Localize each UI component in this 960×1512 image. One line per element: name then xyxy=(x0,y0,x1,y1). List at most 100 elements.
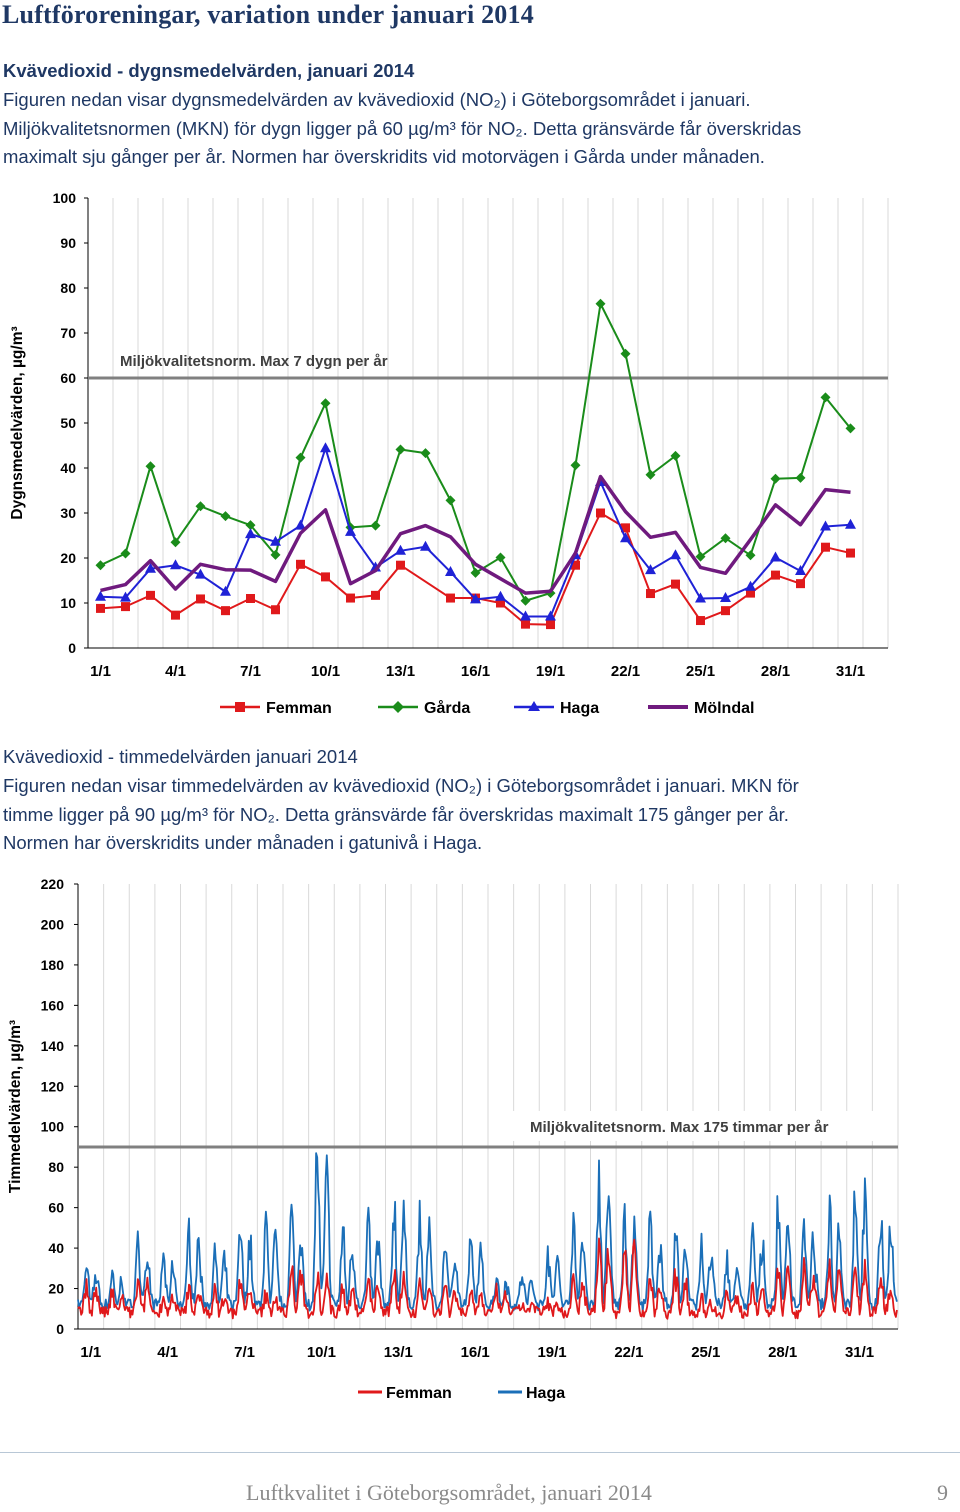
data-point-garda xyxy=(570,460,581,471)
data-point-garda xyxy=(495,552,506,563)
data-point-haga xyxy=(320,442,331,453)
data-point-femman xyxy=(621,523,630,533)
x-tick-label: 25/1 xyxy=(686,663,715,680)
legend-marker-haga xyxy=(528,701,540,711)
y-tick-label: 140 xyxy=(41,1038,65,1054)
data-point-haga xyxy=(545,610,556,621)
data-point-haga xyxy=(145,562,156,573)
data-point-haga xyxy=(295,519,306,530)
data-point-garda xyxy=(820,392,831,403)
data-point-haga xyxy=(95,590,106,601)
legend-marker-garda xyxy=(392,701,404,713)
data-point-haga xyxy=(670,549,681,560)
page-title: Luftföroreningar, variation under januar… xyxy=(2,0,534,29)
x-tick-label: 31/1 xyxy=(836,663,865,680)
series-line-molndal xyxy=(100,474,851,595)
y-tick-label: 80 xyxy=(60,280,76,296)
data-point-garda xyxy=(695,551,706,562)
data-point-femman xyxy=(96,603,105,613)
legend-label-femman: Femman xyxy=(266,700,332,717)
y-tick-label: 20 xyxy=(48,1281,64,1297)
y-tick-label: 90 xyxy=(60,235,76,251)
y-tick-label: 50 xyxy=(60,415,76,431)
norm-label-background xyxy=(502,1110,878,1141)
data-point-femman xyxy=(821,542,830,552)
data-point-femman xyxy=(571,560,580,570)
data-point-garda xyxy=(670,450,681,461)
section2-line2: timme ligger på 90 µg/m³ för NO₂. Detta … xyxy=(3,803,789,825)
y-tick-label: 40 xyxy=(48,1240,64,1256)
section1-paragraph: Figuren nedan visar dygnsmedelvärden av … xyxy=(3,86,958,172)
data-point-garda xyxy=(795,472,806,483)
series-line-femman-hourly xyxy=(77,1237,898,1320)
y-tick-label: 40 xyxy=(60,460,76,476)
data-point-garda xyxy=(545,588,556,599)
data-point-garda xyxy=(770,473,781,484)
data-point-femman xyxy=(221,606,230,616)
y-tick-label: 220 xyxy=(41,876,65,892)
x-tick-label: 1/1 xyxy=(90,663,111,680)
norm-label: Miljökvalitetsnorm. Max 7 dygn per år xyxy=(120,353,388,370)
legend-marker-femman xyxy=(235,702,245,712)
y-axis-title: Dygnsmedelvärden, µg/m³ xyxy=(9,326,26,519)
data-point-garda xyxy=(245,520,256,531)
x-tick-label: 16/1 xyxy=(461,663,490,680)
y-tick-label: 20 xyxy=(60,550,76,566)
data-point-haga xyxy=(345,525,356,536)
daily-no2-chart: 0 10 20 30 40 50 60 70 80 90 100 1/1 4/1 7/1 10/1 13/1 1… xyxy=(9,190,889,717)
data-point-femman xyxy=(196,594,205,604)
y-tick-label: 10 xyxy=(60,595,76,611)
data-point-garda xyxy=(295,452,306,463)
hourly-no2-chart: 0 20 40 60 80 100 120 140 160 180 200 220 1/1 4/1 7/1 1… xyxy=(7,876,899,1402)
y-tick-label: 120 xyxy=(41,1078,65,1094)
data-point-haga xyxy=(720,592,731,603)
x-tick-label: 31/1 xyxy=(845,1344,874,1361)
data-point-haga xyxy=(695,592,706,603)
y-tick-label: 30 xyxy=(60,505,76,521)
data-point-haga xyxy=(420,540,431,551)
data-point-garda xyxy=(320,398,331,409)
y-tick-label: 60 xyxy=(60,370,76,386)
data-point-haga xyxy=(170,559,181,570)
x-tick-label: 10/1 xyxy=(307,1344,336,1361)
x-tick-label: 13/1 xyxy=(384,1344,413,1361)
data-point-garda xyxy=(170,537,181,548)
data-point-femman xyxy=(321,572,330,582)
y-tick-label: 0 xyxy=(56,1321,64,1337)
legend-label-molndal: Mölndal xyxy=(694,700,754,717)
data-point-garda xyxy=(195,501,206,512)
section1-line1: Figuren nedan visar dygnsmedelvärden av … xyxy=(3,89,751,110)
y-tick-label: 180 xyxy=(41,957,65,973)
x-tick-label: 28/1 xyxy=(768,1344,797,1361)
y-tick-label: 60 xyxy=(48,1200,64,1216)
x-tick-label: 13/1 xyxy=(386,663,415,680)
footer-divider xyxy=(0,1452,960,1453)
x-tick-label: 10/1 xyxy=(311,663,340,680)
data-point-femman xyxy=(346,593,355,603)
page-number: 9 xyxy=(937,1480,948,1505)
data-point-haga xyxy=(445,565,456,576)
x-tick-label: 25/1 xyxy=(691,1344,720,1361)
data-point-haga xyxy=(495,590,506,601)
y-tick-label: 100 xyxy=(53,190,77,206)
data-point-garda xyxy=(445,495,456,506)
data-point-garda xyxy=(645,469,656,480)
section2-paragraph: Figuren nedan visar timmedelvärden av kv… xyxy=(3,772,958,858)
x-tick-label: 28/1 xyxy=(761,663,790,680)
x-tick-label: 1/1 xyxy=(80,1344,101,1361)
data-point-garda xyxy=(745,550,756,561)
data-point-haga xyxy=(645,564,656,575)
data-point-femman xyxy=(446,593,455,603)
data-point-femman xyxy=(546,620,555,630)
x-tick-label: 16/1 xyxy=(461,1344,490,1361)
data-point-femman xyxy=(846,548,855,558)
data-point-femman xyxy=(696,616,705,626)
section2-line3: Normen har överskridits under månaden i … xyxy=(3,832,483,853)
y-tick-label: 100 xyxy=(41,1119,65,1135)
data-point-femman xyxy=(721,606,730,616)
section2-line1: Figuren nedan visar timmedelvärden av kv… xyxy=(3,775,799,796)
data-point-garda xyxy=(520,595,531,606)
data-point-femman xyxy=(296,559,305,569)
y-axis-title: Timmedelvärden, µg/m³ xyxy=(7,1020,24,1193)
data-point-garda xyxy=(845,423,856,434)
